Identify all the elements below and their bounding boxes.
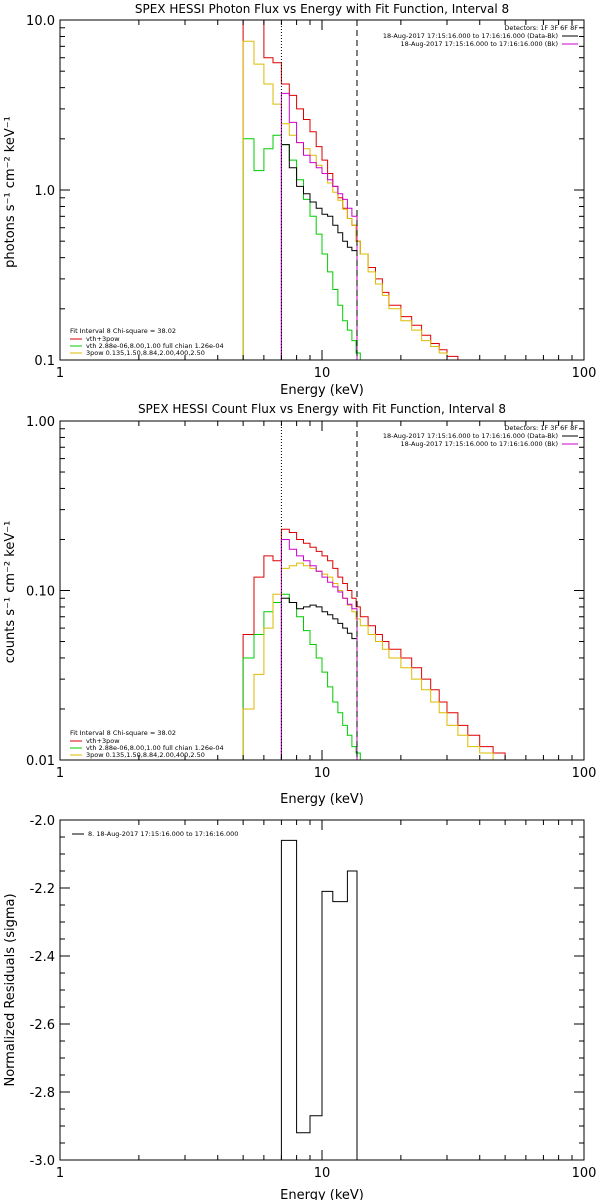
count-series-vth-2-88e-06-8-00-1-00-full-chian-1-26e-04	[242, 593, 390, 760]
photon-x-tick-label: 1	[56, 366, 64, 381]
count-panel-detectors: Detectors: 1F 3F 6F 8F	[504, 424, 578, 432]
photon-x-tick-label: 100	[572, 366, 597, 381]
residuals-panel-ylabel: Normalized Residuals (sigma)	[3, 893, 18, 1086]
resid-y-tick-label: -2.2	[30, 882, 55, 897]
resid-plot-area: 1 10 100 -3.0 -2.8 -2.6 -2.4 -2.2 -2.0	[30, 814, 597, 1181]
photon-x-tick-label: 10	[314, 366, 331, 381]
photon-y-tick-label: 10.0	[26, 14, 55, 29]
count-series-bk	[280, 539, 358, 760]
count-plot-area: 1 10 100 0.01 0.10 1.00	[26, 415, 596, 781]
photon-legend-data-bk: 18-Aug-2017 17:15:16.000 to 17:16:16.000…	[383, 32, 558, 40]
count-legend-bk: 18-Aug-2017 17:15:16.000 to 17:16:16.000…	[401, 440, 558, 448]
photon-series-vth-3pow	[242, 20, 481, 360]
photon-y-tick-label: 0.1	[34, 354, 55, 369]
resid-y-tick-label: -2.0	[30, 814, 55, 829]
residuals-legend: 8. 18-Aug-2017 17:15:16.000 to 17:16:16.…	[88, 830, 238, 838]
photon-y-tick-label: 1.0	[34, 184, 55, 199]
photon-panel-xlabel: Energy (keV)	[280, 383, 364, 398]
count-legend-3pow: 3pow 0.135,1.50,8.84,2.00,400,2.50	[86, 751, 205, 759]
photon-legend-vth: vth 2.88e-06,8.00,1.00 full chian 1.26e-…	[86, 342, 224, 350]
resid-series-8-18-aug-2017-17-15-16-000-to-17-16-16-000	[280, 839, 358, 1160]
photon-series-vth-2-88e-06-8-00-1-00-full-chian-1-26e-04	[242, 134, 383, 360]
photon-panel-title: SPEX HESSI Photon Flux vs Energy with Fi…	[135, 2, 509, 16]
photon-legend-3pow: 3pow 0.135,1.50,8.84,2.00,400,2.50	[86, 349, 205, 357]
count-x-tick-label: 10	[314, 766, 331, 781]
count-series-data-bk	[280, 597, 358, 760]
resid-y-tick-label: -2.4	[30, 950, 55, 965]
count-series-group	[242, 528, 506, 760]
resid-y-tick-label: -2.8	[30, 1086, 55, 1101]
residuals-panel-xlabel: Energy (keV)	[280, 1188, 364, 1200]
count-y-tick-label: 1.00	[26, 415, 55, 430]
resid-x-tick-label: 1	[56, 1166, 64, 1181]
resid-series-group	[280, 839, 358, 1160]
resid-y-tick-label: -3.0	[30, 1154, 55, 1169]
count-y-tick-label: 0.10	[26, 585, 55, 600]
resid-x-tick-label: 10	[314, 1166, 331, 1181]
photon-series-bk	[280, 92, 358, 360]
count-legend-data-bk: 18-Aug-2017 17:15:16.000 to 17:16:16.000…	[383, 432, 558, 440]
photon-series-data-bk	[280, 144, 358, 360]
count-fit-info: Fit Interval 8 Chi-square = 38.02	[70, 729, 176, 737]
count-flux-panel: SPEX HESSI Count Flux vs Energy with Fit…	[3, 402, 578, 807]
photon-fit-info: Fit Interval 8 Chi-square = 38.02	[70, 327, 176, 335]
resid-x-tick-label: 100	[572, 1166, 597, 1181]
residuals-panel: Normalized Residuals (sigma) Energy (keV…	[3, 830, 364, 1203]
photon-legend-vth3pow: vth+3pow	[86, 335, 120, 343]
photon-panel-detectors: Detectors: 1F 3F 6F 8F	[504, 24, 578, 32]
count-series-vth-3pow	[242, 528, 506, 760]
photon-panel-ylabel: photons s⁻¹ cm⁻² keV⁻¹	[3, 116, 18, 268]
count-panel-xlabel: Energy (keV)	[280, 792, 364, 807]
photon-series-group	[242, 20, 481, 360]
count-x-tick-label: 100	[572, 766, 597, 781]
count-x-tick-label: 1	[56, 766, 64, 781]
count-legend-vth: vth 2.88e-06,8.00,1.00 full chian 1.26e-…	[86, 744, 224, 752]
photon-flux-panel: SPEX HESSI Photon Flux vs Energy with Fi…	[3, 2, 578, 398]
resid-y-tick-label: -2.6	[30, 1018, 55, 1033]
photon-frame	[59, 19, 585, 361]
photon-legend-bk: 18-Aug-2017 17:15:16.000 to 17:16:16.000…	[401, 40, 558, 48]
count-panel-ylabel: counts s⁻¹ cm⁻² keV⁻¹	[3, 521, 18, 664]
count-panel-title: SPEX HESSI Count Flux vs Energy with Fit…	[138, 402, 506, 416]
count-series-3pow-0-135-1-50-8-84-2-00-400-2-50	[242, 562, 506, 760]
photon-series-3pow-0-135-1-50-8-84-2-00-400-2-50	[242, 40, 481, 360]
count-legend-vth3pow: vth+3pow	[86, 737, 120, 745]
photon-plot-area: 1 10 100 0.1 1.0 10.0	[26, 14, 597, 381]
count-frame	[59, 420, 585, 761]
count-y-tick-label: 0.01	[26, 754, 55, 769]
